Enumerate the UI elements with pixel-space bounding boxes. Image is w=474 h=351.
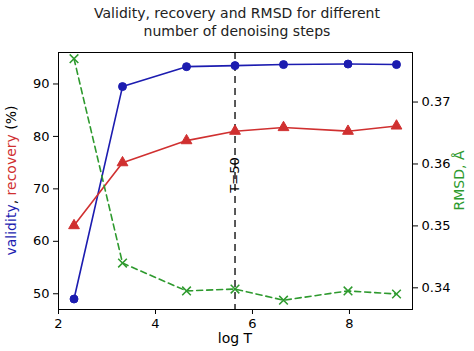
svg-text:0.37: 0.37 [422,94,451,109]
svg-text:60: 60 [33,233,50,248]
svg-text:90: 90 [33,76,50,91]
svg-text:4: 4 [151,316,159,331]
svg-text:6: 6 [248,316,256,331]
svg-text:log T: log T [218,330,253,346]
html-text:Validity, recovery and RMSD fo: Validity, recovery and RMSD for differen… [94,5,380,39]
svg-text:0.35: 0.35 [422,218,451,233]
svg-text:50: 50 [33,286,50,301]
svg-text:8: 8 [345,316,353,331]
svg-text:T=50: T=50 [227,157,242,193]
svg-text:0.34: 0.34 [422,280,451,295]
svg-text:2: 2 [54,316,62,331]
svg-text:RMSD, Å: RMSD, Å [451,150,467,210]
svg-text:70: 70 [33,181,50,196]
svg-text:80: 80 [33,129,50,144]
svg-text:validity, recovery (%): validity, recovery (%) [3,105,19,255]
svg-text:0.36: 0.36 [422,156,451,171]
